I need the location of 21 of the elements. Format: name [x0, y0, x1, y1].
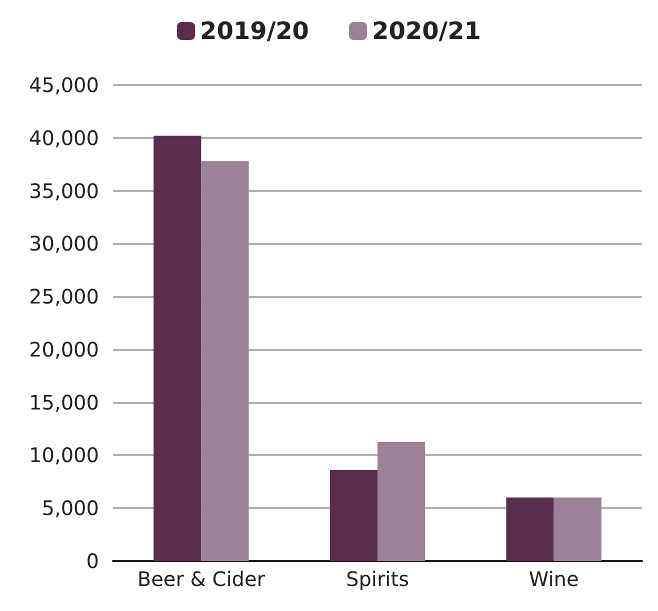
y-tick-label: 40,000: [29, 126, 99, 150]
y-tick-label: 10,000: [29, 443, 99, 468]
bar: [154, 136, 202, 561]
y-tick-label: 0: [86, 549, 99, 573]
y-tick-label: 15,000: [29, 390, 99, 414]
x-tick-label: Wine: [528, 567, 579, 591]
y-tick-label: 25,000: [29, 284, 99, 309]
y-tick-label: 45,000: [29, 73, 99, 97]
y-tick-label: 30,000: [29, 232, 99, 256]
y-tick-label: 5,000: [42, 496, 99, 520]
bar: [506, 498, 554, 561]
bar: [330, 470, 378, 561]
x-tick-label: Spirits: [346, 567, 409, 591]
y-tick-label: 20,000: [29, 337, 99, 362]
legend-label: 2020/21: [372, 17, 481, 45]
legend-label: 2019/20: [200, 17, 310, 45]
bar: [554, 498, 602, 561]
y-tick-label: 35,000: [29, 178, 99, 203]
x-tick-label: Beer & Cider: [137, 567, 266, 591]
bar: [378, 442, 426, 561]
bar: [201, 161, 249, 561]
